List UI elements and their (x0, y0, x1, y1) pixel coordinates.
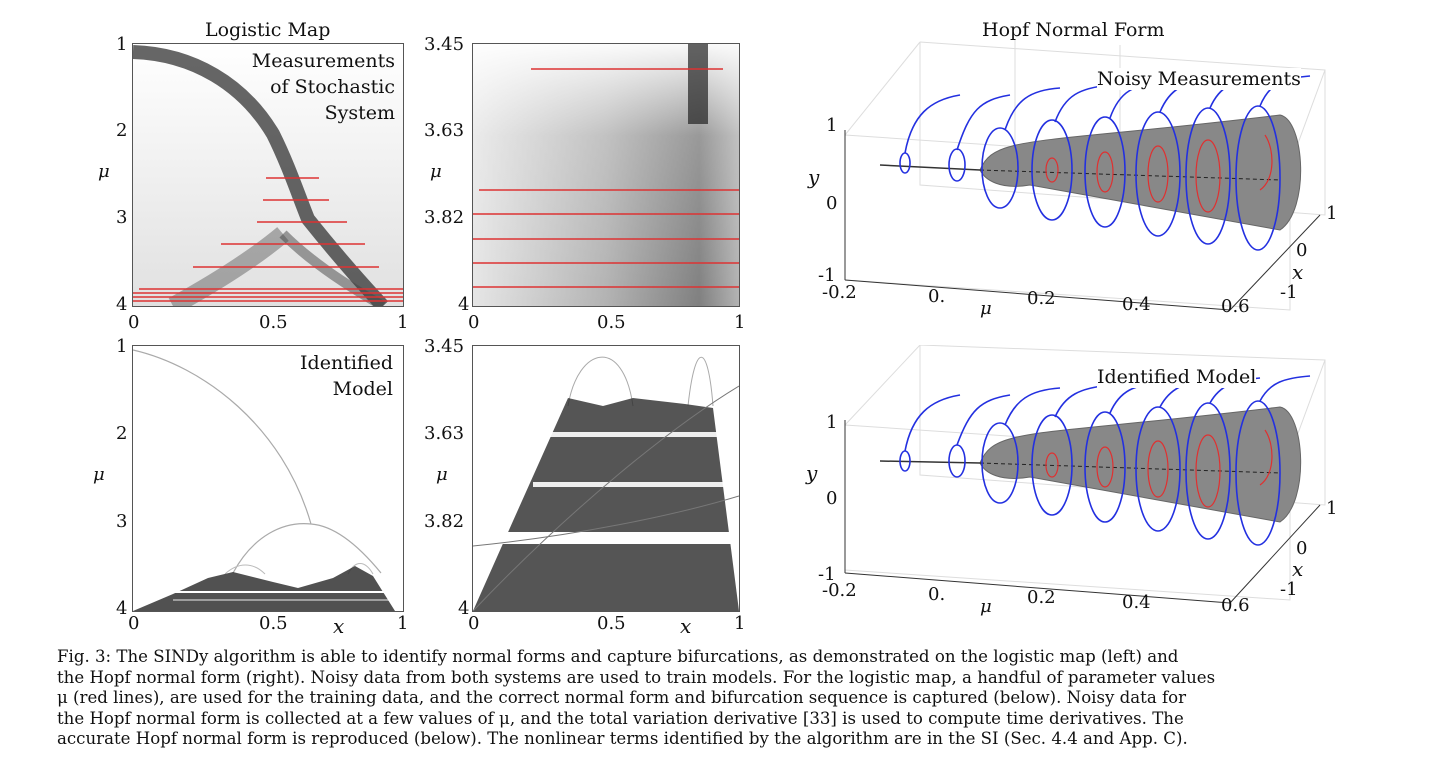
xtick: 0.5 (259, 613, 288, 634)
y-axis-label: y (806, 461, 818, 485)
ytick: 1 (116, 34, 128, 55)
mu-tick: 0.2 (1027, 587, 1056, 608)
logistic-model-zoom-plot (473, 356, 739, 611)
ytick: 1 (826, 115, 838, 136)
training-mu-lines-zoom (473, 68, 739, 288)
x-tick: 1 (1326, 203, 1338, 224)
ytick: 1 (826, 412, 838, 433)
ytick: 2 (116, 120, 128, 141)
ytick: 3 (116, 207, 128, 228)
mu-tick: 0. (928, 286, 946, 307)
ytick: 0 (826, 488, 838, 509)
ytick: 1 (116, 336, 128, 357)
hopf-model-label: Identified Model (1097, 366, 1257, 388)
mu-tick: 0.4 (1122, 592, 1151, 613)
caption-line: Fig. 3: The SINDy algorithm is able to i… (57, 647, 1179, 666)
mu-axis-label: μ (980, 596, 992, 617)
x-tick: 0 (1296, 538, 1308, 559)
xtick: 1 (397, 613, 409, 634)
ytick: 3.63 (424, 423, 465, 444)
logistic-map-title: Logistic Map (205, 19, 331, 41)
mu-tick: -0.2 (822, 580, 857, 601)
xtick: 1 (734, 312, 746, 333)
x-tick: 1 (1326, 498, 1338, 519)
ytick: 4 (116, 598, 128, 619)
xtick: 0 (128, 613, 140, 634)
x-tick: -1 (1280, 282, 1298, 303)
logistic-model-plot (133, 349, 403, 611)
ytick: 4 (116, 294, 128, 315)
hopf-model-plot (844, 345, 1326, 604)
xtick: 0 (468, 613, 480, 634)
mu-tick: 0.6 (1221, 595, 1250, 616)
panel-logistic-model-zoom (472, 345, 740, 612)
hopf-title: Hopf Normal Form (982, 19, 1165, 41)
hopf-model-trajectories (899, 375, 1311, 546)
xtick: 0 (468, 312, 480, 333)
caption-line: the Hopf normal form (right). Noisy data… (57, 667, 1216, 687)
logistic-noisy-plot (133, 44, 403, 306)
ytick: -1 (818, 564, 836, 585)
ytick: 4 (458, 598, 470, 619)
x-tick: -1 (1280, 579, 1298, 600)
x-axis-label: x (680, 614, 692, 638)
hopf-noisy-label: Noisy Measurements (1097, 68, 1301, 90)
ytick: 0 (826, 193, 838, 214)
mu-tick: 0.2 (1027, 288, 1056, 309)
xtick: 1 (734, 613, 746, 634)
hopf-noisy-plot (844, 40, 1326, 311)
noisy-overlay-label: Measurements of Stochastic System (251, 50, 395, 124)
training-mu-lines (133, 177, 403, 302)
mu-axis-label: μ (980, 298, 992, 319)
model-overlay-label: Identified Model (300, 352, 393, 400)
mu-tick: 0. (928, 584, 946, 605)
mu-tick: 0.6 (1221, 296, 1250, 317)
x-axis-label: x (333, 614, 345, 638)
ytick: 2 (116, 423, 128, 444)
ytick: 3.45 (424, 34, 465, 55)
caption-line: the Hopf normal form is collected at a f… (57, 708, 1184, 728)
x-axis-label: x (1292, 260, 1304, 284)
panel-logistic-model: Identified Model (132, 345, 404, 612)
y-axis-label: μ (436, 464, 448, 485)
ytick: 3.45 (424, 336, 465, 357)
ytick: 3 (116, 511, 128, 532)
y-axis-label: μ (98, 161, 110, 182)
x-tick: 0 (1296, 240, 1308, 261)
panel-logistic-noisy-zoom (472, 43, 740, 307)
mu-tick: -0.2 (822, 282, 857, 303)
caption-line: accurate Hopf normal form is reproduced … (57, 729, 1188, 749)
xtick: 0.5 (597, 613, 626, 634)
ytick: 3.82 (424, 511, 465, 532)
figure-caption: Fig. 3: The SINDy algorithm is able to i… (57, 647, 1377, 750)
xtick: 0 (128, 312, 140, 333)
mu-tick: 0.4 (1122, 294, 1151, 315)
y-axis-label: μ (93, 464, 105, 485)
y-axis-label: y (808, 165, 820, 189)
ytick: 4 (458, 294, 470, 315)
caption-line: μ (red lines), are used for the training… (57, 688, 1187, 708)
ytick: 3.63 (424, 120, 465, 141)
ytick: -1 (818, 265, 836, 286)
logistic-noisy-zoom-plot (473, 44, 739, 306)
y-axis-label: μ (430, 161, 442, 182)
x-axis-label: x (1292, 557, 1304, 581)
panel-logistic-noisy: Measurements of Stochastic System (132, 43, 404, 307)
xtick: 0.5 (259, 312, 288, 333)
xtick: 1 (397, 312, 409, 333)
ytick: 3.82 (424, 207, 465, 228)
xtick: 0.5 (597, 312, 626, 333)
